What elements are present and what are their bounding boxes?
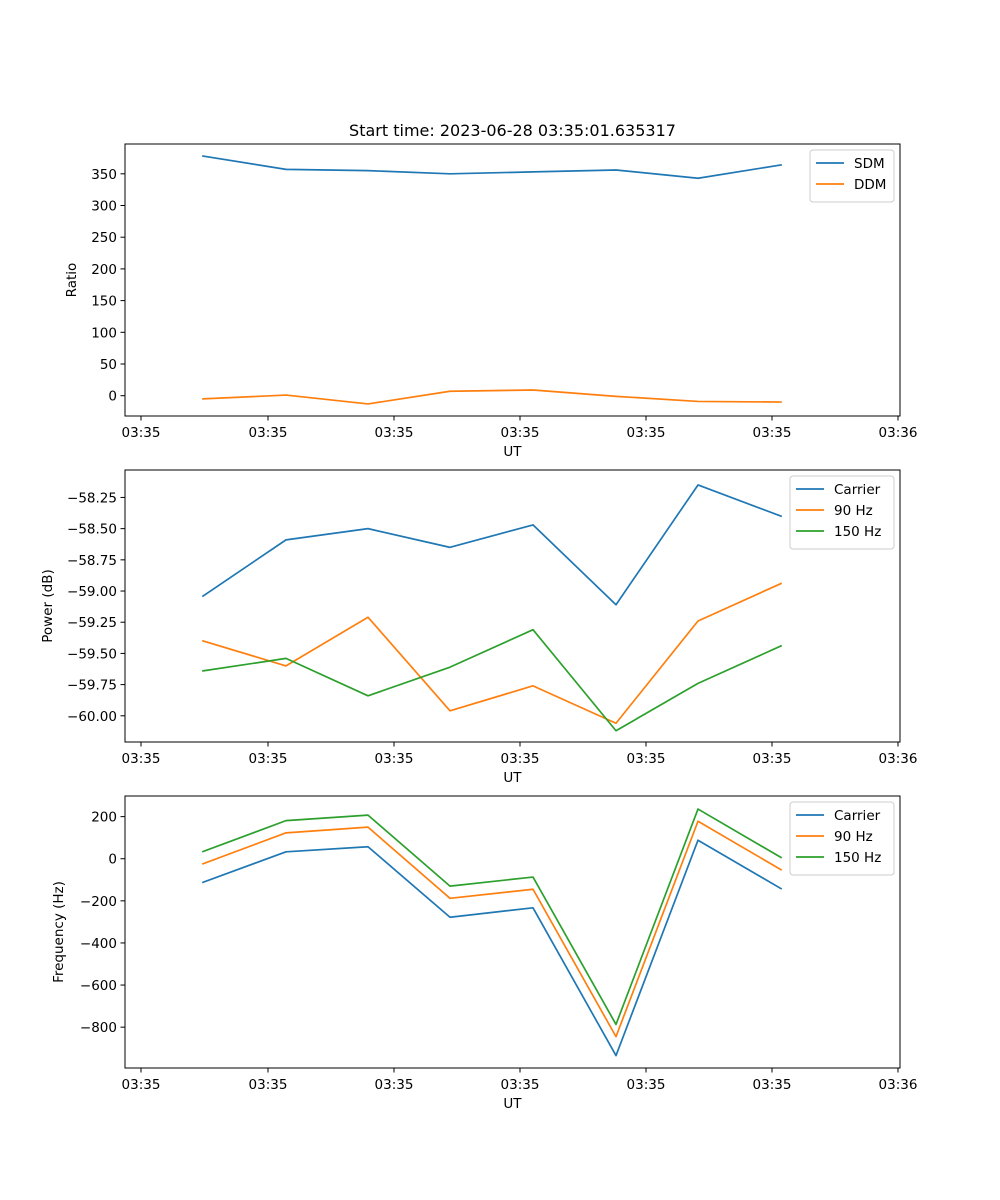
legend-entry: Carrier [834, 808, 881, 824]
y-tick-label: −60.00 [67, 709, 117, 725]
x-tick-label: 03:35 [501, 425, 540, 441]
x-tick-label: 03:35 [501, 751, 540, 767]
x-tick-label: 03:35 [249, 425, 288, 441]
x-tick-label: 03:35 [122, 1077, 161, 1093]
x-axis-label: UT [503, 1096, 522, 1112]
legend: Carrier 90 Hz 150 Hz [789, 475, 895, 550]
series-line-ddm [202, 389, 782, 405]
y-tick-label: 150 [91, 294, 117, 310]
y-tick-label: −200 [80, 894, 117, 910]
x-tick-label: 03:35 [249, 1077, 288, 1093]
y-axis-label: Frequency (Hz) [51, 881, 67, 983]
y-tick-label: −59.75 [67, 678, 117, 694]
x-tick-label: 03:35 [627, 425, 666, 441]
y-tick-label: 250 [91, 230, 117, 246]
y-tick-label: −800 [80, 1020, 117, 1036]
ratio-panel: 0 50 100 150 200 250 300 350 03:35 03:35 03:35 03:3… [64, 143, 918, 460]
y-axis-label: Power (dB) [40, 569, 56, 642]
x-tick-label: 03:35 [249, 751, 288, 767]
y-tick-label: −400 [80, 936, 117, 952]
legend-entry: SDM [854, 156, 885, 172]
legend-entry: DDM [854, 177, 886, 193]
legend-entry: 90 Hz [834, 503, 873, 519]
frequency-panel: −800 −600 −400 −200 0 200 03:35 03:35 03:35 03:35… [51, 795, 918, 1112]
y-tick-label: 100 [91, 325, 117, 341]
legend-entry: 150 Hz [834, 850, 881, 866]
x-tick-label: 03:36 [879, 425, 918, 441]
x-axis-label: UT [503, 770, 522, 786]
y-tick-label: 0 [108, 389, 117, 405]
axes-frame [124, 795, 901, 1069]
series-line-90-hz [201, 820, 783, 1038]
y-tick-label: 50 [100, 357, 117, 373]
legend-entry: 90 Hz [834, 829, 873, 845]
y-tick-label: 300 [91, 199, 117, 215]
x-tick-label: 03:35 [753, 1077, 792, 1093]
legend-entry: 150 Hz [834, 524, 881, 540]
x-tick-label: 03:35 [501, 1077, 540, 1093]
x-tick-label: 03:35 [375, 1077, 414, 1093]
legend: SDM DDM [809, 149, 895, 203]
x-tick-label: 03:35 [753, 425, 792, 441]
y-tick-label: −58.75 [67, 553, 117, 569]
figure-title: Start time: 2023-06-28 03:35:01.635317 [349, 121, 676, 140]
series-line-sdm [202, 155, 782, 180]
y-tick-label: 200 [91, 810, 117, 826]
y-tick-label: −59.50 [67, 646, 117, 662]
x-tick-label: 03:35 [753, 751, 792, 767]
series-line-150-hz [202, 628, 783, 732]
y-axis-label: Ratio [64, 263, 80, 298]
x-axis-label: UT [503, 444, 522, 460]
y-tick-label: −58.50 [67, 522, 117, 538]
y-tick-label: −58.25 [67, 490, 117, 506]
series-line-carrier [201, 839, 783, 1057]
x-tick-label: 03:35 [122, 751, 161, 767]
axes-frame [124, 469, 901, 743]
y-tick-label: −59.00 [67, 584, 117, 600]
legend-entry: Carrier [834, 482, 881, 498]
x-tick-label: 03:35 [122, 425, 161, 441]
series-line-90-hz [201, 582, 783, 725]
power-panel: −60.00 −59.75 −59.50 −59.25 −59.00 −58.75 −58.… [40, 469, 918, 786]
y-tick-label: 350 [91, 167, 117, 183]
x-tick-label: 03:36 [879, 1077, 918, 1093]
series-line-carrier [201, 484, 783, 606]
x-tick-label: 03:36 [879, 751, 918, 767]
y-tick-label: 200 [91, 262, 117, 278]
x-tick-label: 03:35 [627, 751, 666, 767]
series-line-150-hz [201, 808, 783, 1026]
x-tick-label: 03:35 [627, 1077, 666, 1093]
legend: Carrier 90 Hz 150 Hz [789, 801, 895, 876]
y-tick-label: −59.25 [67, 615, 117, 631]
axes-frame [124, 143, 901, 417]
x-tick-label: 03:35 [375, 425, 414, 441]
x-tick-label: 03:35 [375, 751, 414, 767]
y-tick-label: 0 [108, 852, 117, 868]
y-tick-label: −600 [80, 978, 117, 994]
